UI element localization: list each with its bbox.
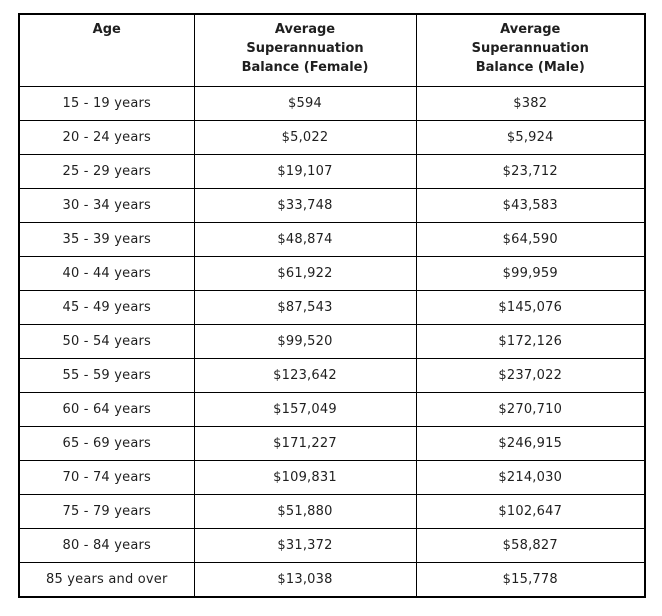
female-balance-cell: $31,372 — [193, 527, 417, 563]
superannuation-table: Age Average Superannuation Balance (Fema… — [18, 13, 646, 598]
female-balance-cell: $19,107 — [193, 153, 417, 189]
male-balance-cell: $237,022 — [415, 357, 646, 393]
male-balance-cell: $43,583 — [415, 187, 646, 223]
female-balance-cell: $33,748 — [193, 187, 417, 223]
age-cell: 25 - 29 years — [18, 153, 195, 189]
age-cell: 70 - 74 years — [18, 459, 195, 495]
male-balance-cell: $102,647 — [415, 493, 646, 529]
female-balance-cell: $99,520 — [193, 323, 417, 359]
female-balance-cell: $157,049 — [193, 391, 417, 427]
female-balance-cell: $5,022 — [193, 119, 417, 155]
header-row: Age Average Superannuation Balance (Fema… — [18, 13, 646, 87]
female-balance-cell: $109,831 — [193, 459, 417, 495]
male-balance-cell: $246,915 — [415, 425, 646, 461]
age-cell: 80 - 84 years — [18, 527, 195, 563]
header-female-balance: Average Superannuation Balance (Female) — [193, 13, 417, 87]
table-row: 45 - 49 years $87,543 $145,076 — [18, 289, 646, 325]
table-row: 50 - 54 years $99,520 $172,126 — [18, 323, 646, 359]
header-age: Age — [18, 13, 195, 87]
age-cell: 15 - 19 years — [18, 85, 195, 121]
female-balance-cell: $171,227 — [193, 425, 417, 461]
female-balance-cell: $123,642 — [193, 357, 417, 393]
female-balance-cell: $13,038 — [193, 561, 417, 598]
male-balance-cell: $5,924 — [415, 119, 646, 155]
table-row: 20 - 24 years $5,022 $5,924 — [18, 119, 646, 155]
male-balance-cell: $15,778 — [415, 561, 646, 598]
male-balance-cell: $99,959 — [415, 255, 646, 291]
table-row: 85 years and over $13,038 $15,778 — [18, 561, 646, 598]
female-balance-cell: $594 — [193, 85, 417, 121]
age-cell: 40 - 44 years — [18, 255, 195, 291]
table-row: 65 - 69 years $171,227 $246,915 — [18, 425, 646, 461]
age-cell: 75 - 79 years — [18, 493, 195, 529]
table-row: 25 - 29 years $19,107 $23,712 — [18, 153, 646, 189]
table-row: 30 - 34 years $33,748 $43,583 — [18, 187, 646, 223]
header-male-balance: Average Superannuation Balance (Male) — [415, 13, 646, 87]
male-balance-cell: $145,076 — [415, 289, 646, 325]
age-cell: 55 - 59 years — [18, 357, 195, 393]
table-row: 55 - 59 years $123,642 $237,022 — [18, 357, 646, 393]
male-balance-cell: $58,827 — [415, 527, 646, 563]
table-row: 40 - 44 years $61,922 $99,959 — [18, 255, 646, 291]
age-cell: 35 - 39 years — [18, 221, 195, 257]
table-row: 75 - 79 years $51,880 $102,647 — [18, 493, 646, 529]
female-balance-cell: $51,880 — [193, 493, 417, 529]
table-row: 70 - 74 years $109,831 $214,030 — [18, 459, 646, 495]
age-cell: 65 - 69 years — [18, 425, 195, 461]
male-balance-cell: $64,590 — [415, 221, 646, 257]
male-balance-cell: $382 — [415, 85, 646, 121]
table-row: 35 - 39 years $48,874 $64,590 — [18, 221, 646, 257]
male-balance-cell: $270,710 — [415, 391, 646, 427]
table-row: 60 - 64 years $157,049 $270,710 — [18, 391, 646, 427]
age-cell: 60 - 64 years — [18, 391, 195, 427]
female-balance-cell: $61,922 — [193, 255, 417, 291]
age-cell: 45 - 49 years — [18, 289, 195, 325]
male-balance-cell: $172,126 — [415, 323, 646, 359]
male-balance-cell: $214,030 — [415, 459, 646, 495]
age-cell: 50 - 54 years — [18, 323, 195, 359]
female-balance-cell: $48,874 — [193, 221, 417, 257]
female-balance-cell: $87,543 — [193, 289, 417, 325]
age-cell: 85 years and over — [18, 561, 195, 598]
age-cell: 20 - 24 years — [18, 119, 195, 155]
male-balance-cell: $23,712 — [415, 153, 646, 189]
table-row: 15 - 19 years $594 $382 — [18, 85, 646, 121]
age-cell: 30 - 34 years — [18, 187, 195, 223]
table-row: 80 - 84 years $31,372 $58,827 — [18, 527, 646, 563]
